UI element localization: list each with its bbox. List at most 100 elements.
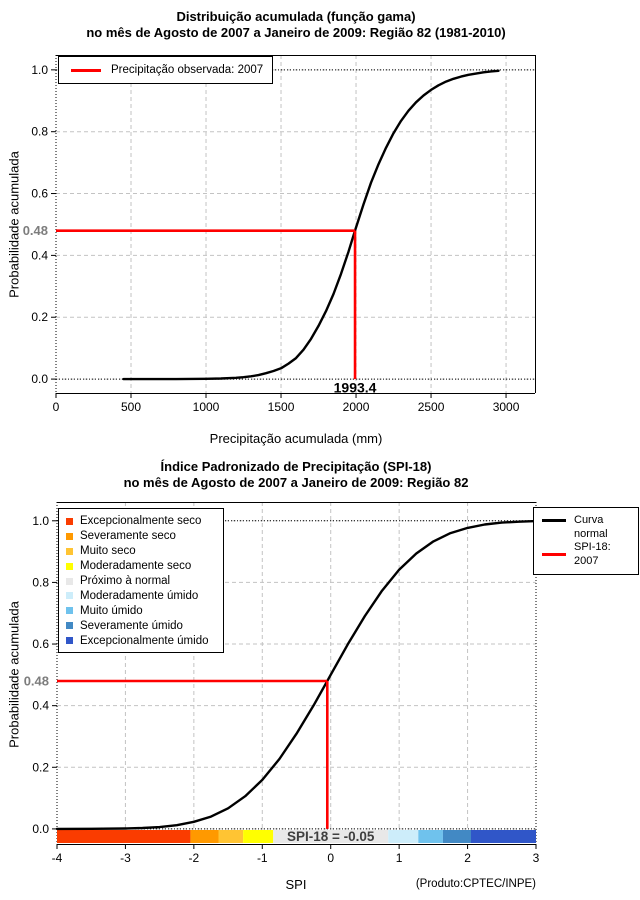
svg-text:1000: 1000 — [193, 400, 220, 414]
svg-text:1.0: 1.0 — [32, 514, 49, 528]
legend-item: Moderadamente seco — [66, 559, 219, 574]
legend-item: Excepcionalmente seco — [66, 514, 219, 529]
svg-text:0.0: 0.0 — [32, 822, 49, 836]
colorbar-segment — [57, 830, 191, 843]
chart1-ylabel: Probabilidade acumulada — [6, 151, 22, 298]
axis-ticks: 0 500 1000 1500 2000 2500 3000 0.0 0.2 0.4 0.6 0.8 1… — [31, 63, 519, 414]
legend-line-icon — [542, 519, 566, 523]
svg-text:-4: -4 — [52, 851, 63, 865]
chart2-footer: (Produto:CPTEC/INPE) — [415, 878, 536, 890]
legend-label: Muito úmido — [80, 604, 143, 617]
svg-text:1500: 1500 — [268, 400, 295, 414]
colorbar-segment — [273, 830, 389, 843]
chart2-category-legend: Excepcionalmente seco Severamente seco Mui… — [58, 508, 224, 654]
svg-text:0.2: 0.2 — [32, 760, 49, 774]
crosshair-y-label: 0.48 — [24, 674, 49, 689]
reference-dotted-lines — [55, 55, 535, 393]
chart1-title-line1: Distribuição acumulada (função gama) — [176, 9, 416, 24]
legend-label: SPI-18: 2007 — [574, 541, 611, 567]
chart1-legend: Precipitação observada: 2007 — [58, 56, 273, 84]
legend-row-normal: normal — [542, 528, 638, 542]
legend-item: Severamente seco — [66, 529, 219, 544]
svg-text:3: 3 — [533, 851, 540, 865]
axis-ticks: -4 -3 -2 -1 0 1 2 3 0.0 0.2 0.4 0.6 0.8 1.0 — [32, 514, 539, 865]
svg-text:0.4: 0.4 — [32, 699, 49, 713]
crosshair — [57, 679, 329, 829]
svg-text:0.2: 0.2 — [31, 310, 48, 324]
svg-text:0.8: 0.8 — [31, 125, 48, 139]
legend-line-spacer — [542, 533, 566, 536]
svg-text:500: 500 — [121, 400, 141, 414]
svg-text:0.0: 0.0 — [31, 372, 48, 386]
chart2-title-line1: Índice Padronizado de Precipitação (SPI-… — [160, 459, 432, 474]
chart1-title: Distribuição acumulada (função gama) no … — [0, 9, 592, 41]
legend-label: Excepcionalmente seco — [80, 515, 202, 528]
chart2-legend: Curva normal SPI-18: 2007 — [533, 507, 639, 575]
svg-text:0: 0 — [327, 851, 334, 865]
legend-label: Moderadamente úmido — [80, 589, 199, 602]
svg-text:2000: 2000 — [343, 400, 370, 414]
legend-swatch-icon — [66, 547, 73, 555]
legend-label: normal — [574, 527, 608, 540]
legend-item: Excepcionalmente úmido — [66, 633, 219, 648]
legend-swatch-icon — [66, 532, 73, 540]
legend-item: Próximo à normal — [66, 574, 219, 589]
svg-text:2500: 2500 — [418, 400, 445, 414]
legend-row-spi: SPI-18: 2007 — [542, 541, 638, 568]
crosshair-y-label: 0.48 — [23, 223, 48, 238]
legend-item: Muito úmido — [66, 603, 219, 618]
legend-label: Excepcionalmente úmido — [80, 634, 209, 647]
legend-line-icon — [542, 553, 566, 556]
plot-border — [57, 502, 536, 845]
svg-text:0.8: 0.8 — [32, 575, 49, 589]
colorbar-segment — [418, 830, 443, 843]
svg-text:-1: -1 — [257, 851, 268, 865]
legend-swatch-icon — [66, 622, 73, 630]
svg-text:-3: -3 — [120, 851, 131, 865]
svg-text:-2: -2 — [189, 851, 200, 865]
cdf-curve — [122, 69, 500, 381]
svg-text:1: 1 — [396, 851, 403, 865]
chart1-title-line2: no mês de Agosto de 2007 a Janeiro de 20… — [86, 25, 506, 40]
legend-label: Próximo à normal — [80, 575, 171, 587]
colorbar-segment — [218, 830, 244, 843]
colorbar-segment — [190, 830, 219, 843]
chart2-ylabel: Probabilidade acumulada — [6, 601, 22, 748]
legend-swatch-icon — [66, 517, 73, 525]
svg-text:0.6: 0.6 — [31, 187, 48, 201]
chart2-title: Índice Padronizado de Precipitação (SPI-… — [0, 459, 592, 491]
legend-swatch-icon — [66, 637, 73, 645]
chart1-xlabel: Precipitação acumulada (mm) — [209, 431, 383, 446]
legend-swatch-icon — [66, 577, 73, 585]
legend-item: Muito seco — [66, 544, 219, 559]
svg-text:0.4: 0.4 — [31, 248, 48, 262]
cdf-curve — [55, 519, 538, 831]
colorbar-segment — [388, 830, 419, 843]
colorbar-segment — [470, 830, 536, 843]
svg-text:1.0: 1.0 — [31, 63, 48, 77]
legend-label: Curva — [574, 514, 604, 526]
legend-row-curva: Curva — [542, 514, 638, 528]
chart2-xlabel: SPI — [285, 877, 307, 892]
colorbar-segment — [442, 830, 471, 843]
spi-colorbar — [57, 830, 536, 843]
crosshair-x-label: 1993.4 — [334, 380, 377, 396]
gridlines — [56, 55, 535, 393]
legend-label: Muito seco — [80, 545, 136, 558]
legend-swatch-icon — [66, 592, 73, 600]
svg-text:0.6: 0.6 — [32, 637, 49, 651]
chart1-legend-label: Precipitação observada: 2007 — [111, 64, 264, 76]
crosshair — [56, 229, 357, 380]
legend-item: Moderadamente úmido — [66, 588, 219, 603]
svg-text:0: 0 — [53, 400, 60, 414]
svg-text:3000: 3000 — [493, 400, 520, 414]
legend-label: Severamente úmido — [80, 619, 183, 632]
legend-item: Severamente úmido — [66, 618, 219, 633]
svg-text:2: 2 — [464, 851, 471, 865]
plot-border — [56, 55, 536, 394]
spi-annotation: SPI-18 = -0.05 — [287, 829, 375, 844]
legend-swatch-icon — [66, 607, 73, 615]
legend-line-icon — [71, 68, 101, 72]
